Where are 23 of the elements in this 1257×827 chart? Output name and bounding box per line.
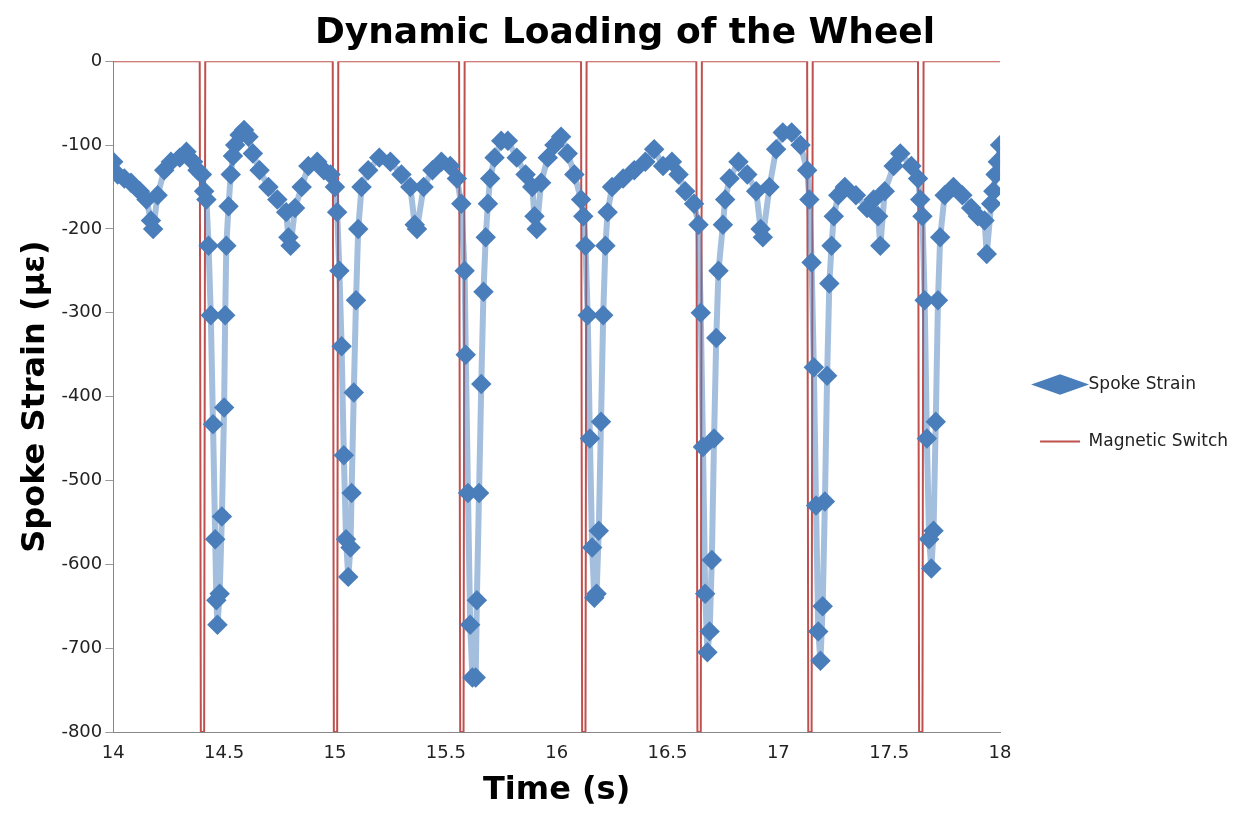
y-tick-label: -800	[61, 719, 103, 741]
x-tick-label: 17.5	[869, 741, 910, 763]
y-axis-title: Spoke Strain (με)	[13, 240, 52, 553]
legend-label: Magnetic Switch	[1088, 429, 1228, 450]
y-tick-label: -500	[61, 468, 103, 490]
chart-title: Dynamic Loading of the Wheel	[314, 9, 936, 51]
x-tick-label: 16	[545, 741, 569, 763]
legend-label: Spoke Strain	[1088, 372, 1196, 393]
y-tick-label: -100	[61, 132, 103, 154]
y-tick-label: -600	[61, 551, 103, 573]
y-tick-label: 0	[90, 48, 103, 70]
y-tick-label: -200	[61, 216, 103, 238]
x-tick-label: 18	[988, 741, 1012, 763]
y-tick-label: -700	[61, 635, 103, 657]
x-tick-label: 15	[323, 741, 347, 763]
y-tick-label: -300	[61, 300, 103, 322]
x-tick-label: 17	[766, 741, 790, 763]
x-axis-title: Time (s)	[483, 769, 631, 808]
x-tick-label: 16.5	[647, 741, 688, 763]
x-tick-label: 14.5	[204, 741, 245, 763]
x-tick-label: 15.5	[425, 741, 466, 763]
y-tick-label: -400	[61, 384, 103, 406]
x-tick-label: 14	[101, 741, 125, 763]
